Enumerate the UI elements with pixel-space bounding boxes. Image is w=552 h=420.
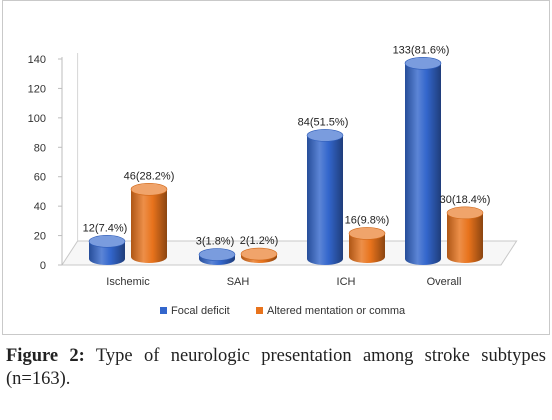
- bar-altered-sah: [240, 247, 278, 263]
- data-label: 30(18.4%): [440, 194, 491, 206]
- bar-focal-ischemic: [88, 235, 126, 265]
- bar-altered-overall: [446, 206, 484, 263]
- bar-body: [447, 212, 483, 263]
- data-label: 133(81.6%): [393, 44, 450, 56]
- bar-top: [198, 248, 236, 261]
- legend-item-focal-deficit: Focal deficit: [160, 305, 230, 317]
- figure-caption: Figure 2: Type of neurologic presentatio…: [6, 345, 546, 391]
- bar-body: [131, 189, 167, 263]
- chart-frame: [2, 0, 550, 335]
- bar-chart: 0 20 40 60 80 100 120 140 12(7.4%) 46(28.2%) Ische…: [28, 44, 518, 317]
- data-label: 2(1.2%): [240, 235, 279, 247]
- bar-focal-overall: [404, 56, 442, 265]
- category-label: Ischemic: [106, 276, 150, 288]
- category-label: Overall: [427, 276, 462, 288]
- legend-label: Focal deficit: [171, 305, 230, 317]
- data-label: 84(51.5%): [298, 116, 349, 128]
- bar-top: [130, 183, 168, 196]
- y-tick-label: 100: [28, 113, 46, 125]
- y-tick-label: 120: [28, 83, 46, 95]
- bar-altered-ischemic: [130, 183, 168, 263]
- bar-top: [404, 56, 442, 70]
- y-tick-label: 60: [34, 172, 46, 184]
- y-tick-label: 40: [34, 201, 46, 213]
- chart-floor: [61, 240, 518, 266]
- y-tick-label: 0: [40, 260, 46, 272]
- data-label: 3(1.8%): [196, 236, 235, 248]
- bar-focal-ich: [306, 129, 344, 265]
- bar-altered-ich: [348, 227, 386, 263]
- bar-top: [240, 247, 278, 261]
- data-label: 12(7.4%): [83, 222, 128, 234]
- y-tick-label: 20: [34, 231, 46, 243]
- bar-focal-sah: [198, 248, 236, 265]
- data-label: 46(28.2%): [124, 170, 175, 182]
- bar-top: [348, 227, 386, 240]
- bar-top: [446, 206, 484, 220]
- y-tick-label: 80: [34, 142, 46, 154]
- caption-text: Type of neurologic presentation among st…: [6, 346, 546, 389]
- caption-label: Figure 2:: [6, 346, 85, 366]
- bar-body: [307, 135, 343, 265]
- bar-top: [306, 129, 344, 142]
- legend-swatch: [256, 307, 263, 314]
- bar-body: [89, 241, 125, 265]
- category-label: ICH: [337, 276, 356, 288]
- y-tick-label: 140: [28, 54, 46, 66]
- legend-item-altered-mentation: Altered mentation or comma: [256, 305, 406, 317]
- bar-body: [405, 63, 441, 265]
- category-label: SAH: [227, 276, 250, 288]
- legend-swatch: [160, 307, 167, 314]
- data-label: 16(9.8%): [345, 214, 390, 226]
- bar-body: [349, 233, 385, 263]
- bar-top: [88, 235, 126, 248]
- legend-label: Altered mentation or comma: [267, 305, 406, 317]
